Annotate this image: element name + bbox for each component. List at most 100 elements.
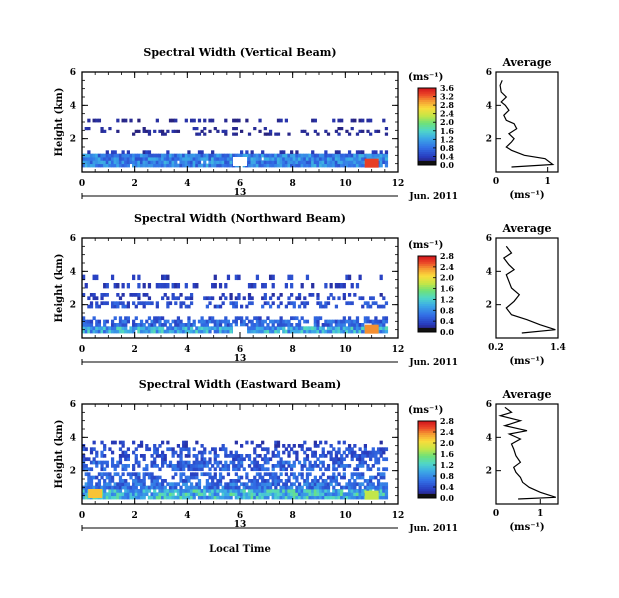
heatmap-cell	[168, 329, 173, 334]
heatmap-cell	[221, 444, 225, 448]
heatmap-cell	[258, 160, 262, 165]
heatmap-cell	[176, 489, 181, 493]
heatmap-cell	[334, 304, 339, 309]
colorbar-swatch	[418, 261, 436, 265]
heatmap-cell	[361, 475, 365, 480]
x-tick-label: 8	[290, 179, 296, 189]
heatmap-cell	[105, 153, 109, 158]
heatmap-cell	[150, 323, 154, 327]
heatmap-cell	[176, 464, 181, 468]
heatmap-cell	[189, 485, 194, 490]
colorbar-swatch	[418, 461, 436, 464]
heatmap-cell	[326, 160, 331, 165]
heatmap-cell	[142, 127, 146, 131]
heatmap-cell	[100, 326, 104, 331]
heatmap-cell	[221, 129, 225, 133]
heatmap-cell	[229, 492, 233, 497]
heatmap-cell	[168, 323, 173, 327]
heatmap-cell	[342, 326, 346, 331]
heatmap-cell	[232, 464, 236, 468]
heatmap-cell	[147, 163, 152, 168]
colorbar-swatch	[418, 447, 436, 451]
heatmap-cell	[345, 482, 349, 487]
heatmap-cell	[240, 489, 244, 493]
heatmap-cell	[82, 160, 86, 165]
heatmap-cell	[284, 163, 288, 168]
heatmap-cell	[308, 467, 312, 472]
heatmap-cell	[324, 157, 328, 161]
heatmap-cell	[347, 274, 352, 281]
heatmap-cell	[208, 457, 212, 462]
heatmap-cell	[163, 454, 167, 458]
heatmap-cell	[192, 127, 196, 131]
heatmap-cell	[313, 492, 317, 497]
heatmap-cell	[347, 163, 352, 168]
heatmap-cell	[355, 160, 360, 165]
heatmap-cell	[279, 489, 283, 493]
heatmap-cell	[103, 489, 107, 493]
heatmap-cell	[271, 475, 275, 480]
heatmap-cell	[205, 479, 209, 483]
x-tick-label: 0	[79, 345, 85, 355]
x-tick-label: 10	[339, 179, 352, 189]
heatmap-cell	[292, 153, 296, 158]
heatmap-cell	[97, 482, 102, 487]
heatmap-cell	[205, 460, 209, 465]
heatmap-cell	[95, 163, 99, 168]
heatmap-cell	[87, 150, 91, 155]
heatmap-cell	[284, 153, 288, 158]
heatmap-cell	[337, 150, 341, 155]
colorbar-swatch	[418, 444, 436, 447]
heatmap-cell	[350, 485, 354, 490]
heatmap-cell	[211, 482, 215, 487]
heatmap-cell	[211, 447, 215, 452]
heatmap-cell	[137, 296, 141, 301]
heatmap-cell	[139, 153, 144, 158]
heatmap-cell	[268, 326, 273, 331]
heatmap-cell	[384, 160, 389, 165]
heatmap-cell	[189, 160, 194, 165]
heatmap-cell	[226, 157, 231, 161]
heatmap-cell	[129, 160, 133, 165]
heatmap-cell	[229, 160, 233, 165]
heatmap-cell	[137, 157, 141, 161]
heatmap-cell	[303, 440, 307, 445]
heatmap-cell	[384, 157, 389, 161]
heatmap-cell	[297, 160, 302, 165]
heatmap-cell	[287, 157, 291, 161]
heatmap-cell	[305, 163, 310, 168]
heatmap-cell	[200, 444, 204, 448]
colorbar-tick-label: 0.8	[440, 305, 454, 315]
heatmap-cell	[184, 440, 188, 445]
heatmap-cell	[350, 495, 354, 500]
heatmap-cell	[371, 301, 375, 306]
heatmap-cell	[124, 457, 128, 462]
heatmap-cell	[355, 492, 360, 497]
heatmap-cell	[232, 485, 236, 490]
heatmap-cell	[110, 475, 115, 480]
heatmap-cell	[166, 482, 170, 487]
heatmap-cell	[237, 316, 241, 321]
heatmap-cell	[89, 460, 94, 465]
heatmap-cell	[253, 163, 257, 168]
heatmap-cell	[332, 472, 336, 477]
colorbar-swatch	[418, 128, 436, 131]
heatmap-cell	[118, 460, 123, 465]
heatmap-cell	[361, 118, 365, 123]
colorbar-tick-label: 2.8	[440, 251, 454, 261]
heatmap-cell	[247, 495, 252, 500]
heatmap-cell	[379, 323, 383, 327]
heatmap-cell	[89, 153, 94, 158]
heatmap-cell	[316, 492, 320, 497]
heatmap-cell	[313, 454, 317, 458]
heatmap-cell	[247, 479, 252, 483]
heatmap-cell	[179, 323, 183, 327]
heatmap-cell	[353, 485, 357, 490]
heatmap-cell	[97, 153, 102, 158]
heatmap-cell	[116, 153, 120, 158]
heatmap-cell	[118, 485, 123, 490]
heatmap-cell	[263, 467, 267, 472]
heatmap-cell	[224, 329, 228, 334]
heatmap-cell	[92, 293, 96, 297]
heatmap-cell	[321, 326, 325, 331]
